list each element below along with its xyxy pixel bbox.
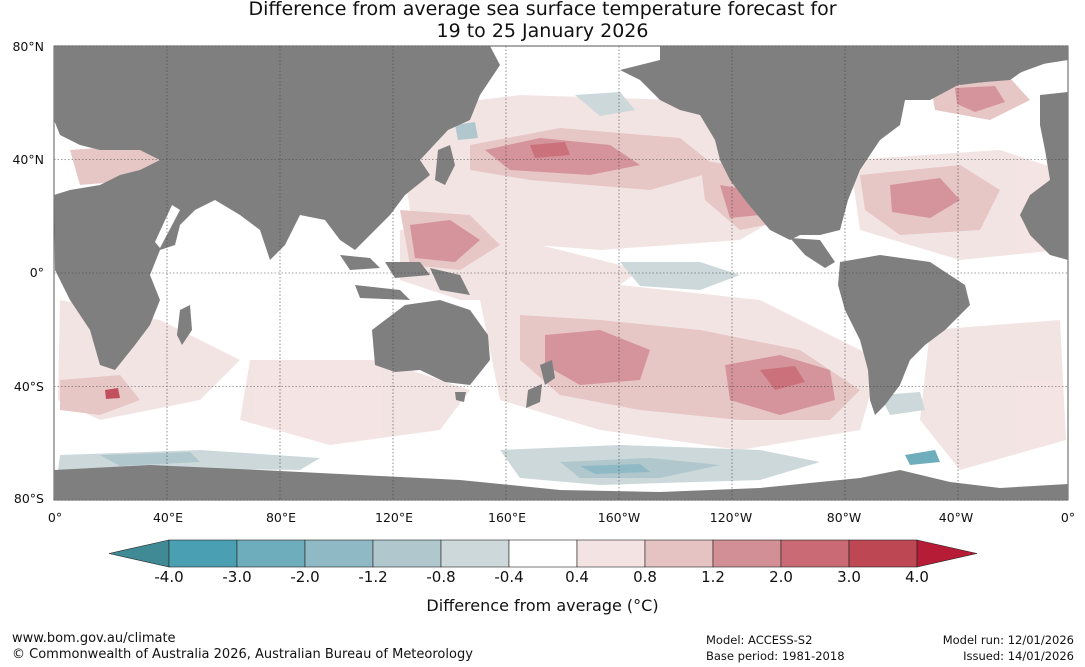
lat-label: 40°S xyxy=(13,379,44,394)
colorbar-tick-label: 3.0 xyxy=(837,568,861,586)
footer-copyright: © Commonwealth of Australia 2026, Austra… xyxy=(12,647,473,662)
colorbar-segment xyxy=(440,539,510,568)
colorbar-tick-label: 4.0 xyxy=(905,568,929,586)
land-new-zealand xyxy=(526,360,555,408)
colorbar-segment xyxy=(780,539,850,568)
lon-label: 80°W xyxy=(826,510,862,525)
lon-label: 40°E xyxy=(152,510,184,525)
land xyxy=(54,46,1068,500)
colorbar-tick-label: 0.8 xyxy=(633,568,657,586)
land-antarctica xyxy=(54,465,1068,500)
footer-base-period: Base period: 1981-2018 xyxy=(706,649,845,663)
lat-label: 80°S xyxy=(13,491,44,506)
land-indonesia xyxy=(340,255,470,300)
lat-label: 40°N xyxy=(12,152,44,167)
colorbar-over-triangle xyxy=(916,539,978,568)
colorbar-tick-label: 0.4 xyxy=(565,568,589,586)
colorbar-under-triangle xyxy=(108,539,170,568)
colorbar-tick-label: -0.4 xyxy=(494,568,524,586)
land-greenland xyxy=(910,46,1068,85)
colorbar-segment xyxy=(372,539,442,568)
lon-label: 0° xyxy=(47,510,63,525)
anomaly-patch xyxy=(545,330,650,385)
lat-label: 80°N xyxy=(12,39,44,54)
footer-model-run: Model run: 12/01/2026 xyxy=(942,633,1074,647)
colorbar-segment xyxy=(712,539,782,568)
anomaly-patch xyxy=(240,360,470,445)
lon-label: 40°W xyxy=(938,510,974,525)
colorbar-title: Difference from average (°C) xyxy=(426,596,659,615)
graticule xyxy=(54,45,1068,501)
lon-label: 160°W xyxy=(597,510,641,525)
anomaly-patch xyxy=(760,366,805,390)
footer-url[interactable]: www.bom.gov.au/climate xyxy=(12,631,176,646)
land-europe-africa-east xyxy=(1020,92,1068,260)
land-central-america xyxy=(790,238,835,268)
anomaly-patch xyxy=(530,142,570,158)
colorbar-segment xyxy=(508,539,578,568)
colorbar-segment xyxy=(848,539,918,568)
map-title-line2: 19 to 25 January 2026 xyxy=(436,20,649,42)
colorbar-segment xyxy=(168,539,238,568)
colorbar-tick-label: -0.8 xyxy=(426,568,456,586)
land-japan xyxy=(435,145,455,185)
anomaly-patch xyxy=(60,375,140,415)
colorbar-segment xyxy=(304,539,374,568)
footer-model: Model: ACCESS-S2 xyxy=(706,633,813,647)
map-title-line1: Difference from average sea surface temp… xyxy=(248,0,837,20)
anomaly-patch xyxy=(920,320,1066,470)
footer-issued: Issued: 14/01/2026 xyxy=(963,649,1074,663)
anomaly-patch xyxy=(880,392,925,415)
anomaly-patch xyxy=(580,464,650,474)
lon-label: 120°W xyxy=(709,510,753,525)
anomaly-patch xyxy=(485,138,640,175)
colorbar-segment xyxy=(236,539,306,568)
land-eurasia-africa xyxy=(54,46,500,370)
colorbar-segment xyxy=(644,539,714,568)
anomaly-patch xyxy=(890,178,960,218)
lon-label: 0° xyxy=(1060,510,1076,525)
colorbar-segment xyxy=(576,539,646,568)
lat-label: 0° xyxy=(29,265,44,280)
colorbar-tick-label: -4.0 xyxy=(154,568,184,586)
colorbar-tick-label: 1.2 xyxy=(701,568,725,586)
anomaly-patch xyxy=(620,262,740,290)
land-north-america xyxy=(620,46,1068,240)
lon-label: 160°E xyxy=(487,510,527,525)
cool-anomalies xyxy=(58,92,940,485)
land-tasmania xyxy=(455,392,466,402)
anomaly-patch xyxy=(955,86,1005,112)
colorbar-tick-label: -1.2 xyxy=(358,568,388,586)
land-south-america xyxy=(838,255,970,415)
lon-label: 120°E xyxy=(374,510,414,525)
colorbar-tick-label: -3.0 xyxy=(222,568,252,586)
red-sea xyxy=(155,205,180,248)
colorbar-tick-label: -2.0 xyxy=(290,568,320,586)
anomaly-patch xyxy=(410,220,480,262)
anomaly-patch xyxy=(905,450,940,465)
land-madagascar xyxy=(177,305,192,345)
land-australia xyxy=(372,300,490,385)
colorbar-tick-label: 2.0 xyxy=(769,568,793,586)
warm-anomalies xyxy=(58,50,1066,488)
anomaly-patch xyxy=(575,92,635,116)
anomaly-patch xyxy=(100,452,200,466)
anomaly-patch xyxy=(455,122,478,140)
anomaly-patch xyxy=(105,388,120,399)
lon-label: 80°E xyxy=(265,510,297,525)
colorbar xyxy=(108,539,978,568)
